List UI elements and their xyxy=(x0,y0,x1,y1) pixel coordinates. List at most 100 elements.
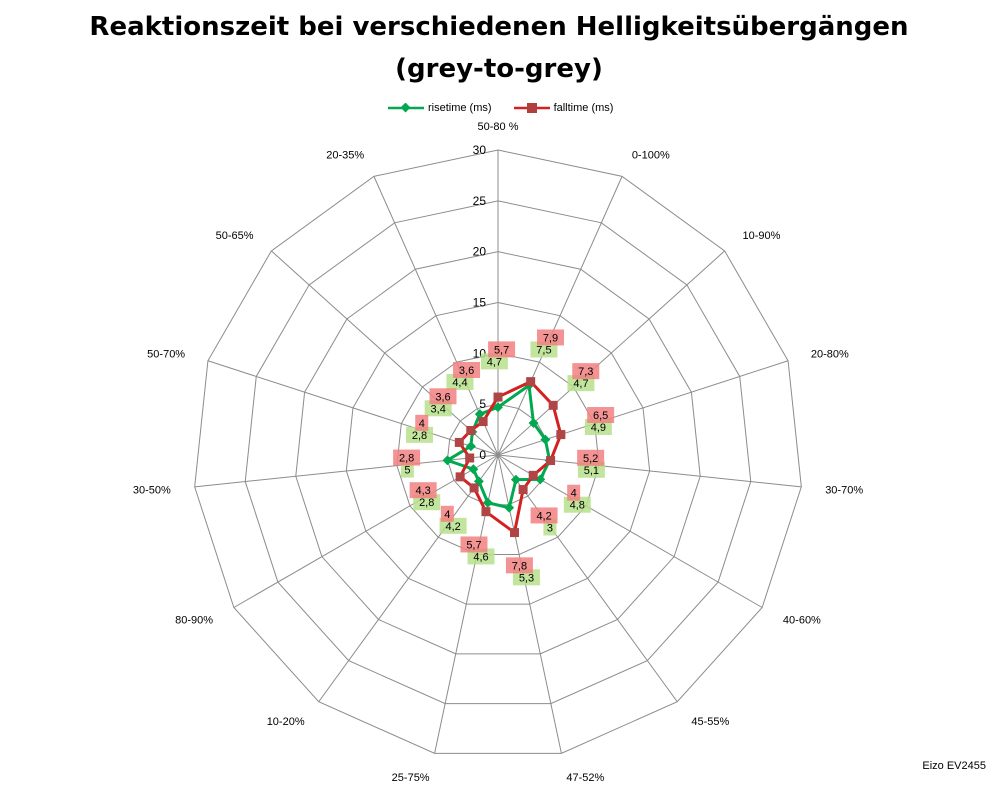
risetime-data-label: 5 xyxy=(404,465,410,477)
risetime-data-label: 4,7 xyxy=(573,378,588,390)
falltime-label-bg xyxy=(393,449,421,466)
risetime-point xyxy=(535,474,546,485)
falltime-point xyxy=(465,453,475,463)
category-label: 45-55% xyxy=(691,716,729,728)
falltime-label-bg xyxy=(460,536,488,553)
risetime-data-label: 4,8 xyxy=(570,500,585,512)
falltime-label-bg xyxy=(415,414,429,431)
risetime-point xyxy=(540,434,551,445)
grid-ring xyxy=(194,149,802,754)
falltime-label-bg xyxy=(440,505,454,522)
grid-spoke xyxy=(497,454,678,703)
risetime-point xyxy=(528,418,539,428)
falltime-point xyxy=(469,483,479,493)
falltime-point xyxy=(518,485,528,495)
category-label: 50-80 % xyxy=(478,121,519,133)
category-label: 50-70% xyxy=(147,348,185,360)
legend-risetime-label: risetime (ms) xyxy=(428,102,492,114)
falltime-data-label: 3,6 xyxy=(459,365,474,377)
grid-spoke xyxy=(207,360,499,456)
falltime-label-bg xyxy=(536,329,564,346)
risetime-data-label: 2,8 xyxy=(419,497,434,509)
falltime-point xyxy=(481,507,491,517)
category-label: 10-90% xyxy=(742,230,780,242)
grid-spoke xyxy=(271,250,499,456)
risetime-data-label: 3,4 xyxy=(431,403,446,415)
risetime-point xyxy=(510,474,521,485)
series-line-risetime xyxy=(445,383,552,510)
legend-item-falltime: falltime (ms) xyxy=(513,102,614,114)
axis-tick-label: 30 xyxy=(473,143,487,157)
falltime-point xyxy=(548,400,558,410)
risetime-point xyxy=(465,441,476,452)
falltime-point xyxy=(526,377,536,387)
grid-spoke xyxy=(497,176,623,456)
falltime-point xyxy=(493,392,503,402)
risetime-point xyxy=(504,502,515,513)
falltime-point xyxy=(528,470,538,480)
falltime-data-label: 5,7 xyxy=(466,539,481,551)
falltime-data-label: 5,2 xyxy=(583,453,598,465)
risetime-data-label: 4,9 xyxy=(591,422,606,434)
falltime-data-label: 4,3 xyxy=(415,485,430,497)
falltime-label-bg xyxy=(530,507,558,524)
falltime-data-label: 4 xyxy=(444,509,450,521)
chart-subtitle: (grey-to-grey) xyxy=(395,54,603,84)
falltime-label-bg xyxy=(429,388,457,405)
falltime-point xyxy=(478,417,488,427)
axis-tick-label: 15 xyxy=(473,296,487,310)
grid-spoke xyxy=(233,454,499,608)
category-label: 50-65% xyxy=(216,230,254,242)
falltime-point xyxy=(455,472,465,482)
falltime-point xyxy=(466,426,476,436)
axis-tick-label: 25 xyxy=(473,194,487,208)
falltime-label-bg xyxy=(572,363,600,380)
falltime-point xyxy=(556,430,566,440)
category-label: 25-75% xyxy=(392,772,430,784)
risetime-data-label: 4,2 xyxy=(445,521,460,533)
grid-spoke xyxy=(497,360,789,456)
falltime-label-bg xyxy=(505,557,533,574)
grid-spoke xyxy=(194,454,499,488)
axis-tick-label: 20 xyxy=(473,245,487,259)
falltime-data-label: 7,9 xyxy=(543,332,558,344)
falltime-point xyxy=(454,437,464,447)
legend-falltime-label: falltime (ms) xyxy=(553,102,614,114)
axis-tick-label: 0 xyxy=(479,448,486,462)
risetime-point xyxy=(482,497,493,508)
risetime-point xyxy=(493,402,503,413)
falltime-data-label: 7,3 xyxy=(578,366,593,378)
series-line-falltime xyxy=(457,380,563,535)
grid-spoke xyxy=(318,454,499,703)
category-label: 0-100% xyxy=(632,149,670,161)
legend-risetime-swatch-icon xyxy=(388,103,424,113)
category-label: 80-90% xyxy=(175,615,213,627)
category-label: 20-80% xyxy=(811,348,849,360)
grid-ring xyxy=(295,251,701,655)
falltime-data-label: 3,6 xyxy=(435,391,450,403)
risetime-data-label: 4,7 xyxy=(487,356,502,368)
risetime-data-label: 5,1 xyxy=(584,465,599,477)
chart-title: Reaktionszeit bei verschiedenen Helligke… xyxy=(89,12,909,42)
risetime-data-label: 3 xyxy=(547,522,553,534)
falltime-data-label: 6,5 xyxy=(593,410,608,422)
grid-ring xyxy=(244,200,752,705)
falltime-point xyxy=(546,456,556,466)
risetime-data-label: 4,4 xyxy=(452,377,467,389)
risetime-point xyxy=(474,409,485,420)
legend-falltime-swatch-icon xyxy=(513,103,550,113)
category-label: 40-60% xyxy=(783,615,821,627)
falltime-data-label: 4 xyxy=(571,488,577,500)
category-label: 30-70% xyxy=(825,484,863,496)
falltime-label-bg xyxy=(567,484,581,501)
risetime-data-label: 4,6 xyxy=(473,551,488,563)
grid-ring xyxy=(396,352,600,555)
risetime-point xyxy=(468,464,479,475)
category-label: 20-35% xyxy=(326,149,364,161)
category-label: 47-52% xyxy=(566,772,604,784)
risetime-point xyxy=(442,455,453,466)
risetime-data-label: 2,8 xyxy=(412,430,427,442)
risetime-data-label: 5,3 xyxy=(519,572,534,584)
axis-tick-label: 5 xyxy=(479,397,486,411)
